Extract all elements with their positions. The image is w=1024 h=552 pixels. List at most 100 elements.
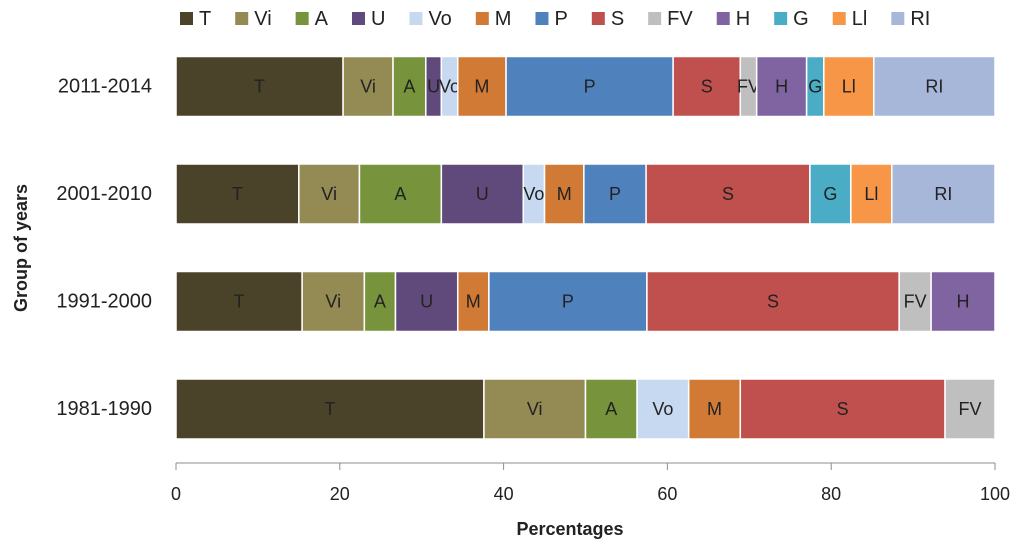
bar-label-1981-1990-fv: FV [959, 399, 982, 419]
legend-label-a: A [315, 8, 329, 30]
bar-label-2001-2010-u: U [476, 184, 489, 204]
bar-label-1981-1990-s: S [837, 399, 849, 419]
bar-label-2011-2014-t: T [254, 77, 265, 97]
bar-label-1991-2000-vi: Vi [325, 292, 341, 312]
category-label-2001-2010: 2001-2010 [56, 183, 152, 205]
bar-label-2001-2010-ll: Ll [864, 184, 878, 204]
x-tick-label-60: 60 [657, 484, 677, 504]
bar-label-1991-2000-m: M [466, 292, 481, 312]
legend-swatch-t [180, 12, 193, 25]
legend-label-g: G [793, 8, 809, 30]
legend-swatch-vo [409, 12, 423, 25]
bar-label-2001-2010-vo: Vo [523, 184, 544, 204]
bar-label-2001-2010-p: P [609, 184, 621, 204]
bar-label-2011-2014-h: H [775, 77, 788, 97]
bar-segment-2011-2014-p [505, 55, 674, 118]
bar-segment-1981-1990-s [739, 378, 946, 440]
bar-label-1981-1990-t: T [324, 399, 335, 419]
bar-segment-2001-2010-u [440, 163, 525, 225]
bar-label-1981-1990-vi: Vi [527, 399, 543, 419]
category-label-1991-2000: 1991-2000 [56, 291, 152, 313]
category-label-2011-2014: 2011-2014 [58, 76, 152, 98]
bar-label-1991-2000-p: P [562, 292, 574, 312]
legend-swatch-g [774, 12, 788, 25]
bar-label-2011-2014-ri: RI [925, 77, 943, 97]
bar-label-1981-1990-vo: Vo [652, 399, 673, 419]
x-axis: 0 20 40 60 80 100 [171, 462, 1010, 504]
bar-segment-2001-2010-p [583, 163, 647, 225]
bar-label-2011-2014-u: U [427, 77, 440, 97]
legend-label-fv: FV [667, 8, 693, 30]
category-label-1981-1990: 1981-1990 [56, 398, 152, 420]
bar-segment-2011-2014-ll [823, 55, 875, 118]
legend-label-p: P [554, 8, 567, 30]
bar-label-1991-2000-u: U [420, 292, 433, 312]
y-axis-title: Group of years [11, 184, 31, 312]
legend-label-s: S [611, 8, 624, 30]
bar-segment-1991-2000-a [363, 270, 397, 333]
bar-label-2001-2010-vi: Vi [321, 184, 337, 204]
bar-segment-1991-2000-m [456, 270, 490, 333]
bar-segment-2011-2014-m [456, 55, 507, 118]
category-labels: 1981-1990 1991-2000 2001-2010 2011-2014 [56, 76, 152, 421]
bar-segment-2011-2014-ri [873, 55, 996, 118]
bar-label-2011-2014-fv: FV [737, 77, 760, 97]
x-tick-label-80: 80 [821, 484, 841, 504]
x-tick-label-20: 20 [330, 484, 350, 504]
bar-label-2011-2014-p: P [584, 77, 596, 97]
bar-label-2011-2014-m: M [474, 77, 489, 97]
bar-segment-1981-1990-fv [944, 378, 996, 440]
bars: T Vi A Vo M S FVT Vi A U M P S FV HT Vi A U Vo M P S G Ll RIT Vi A… [175, 55, 996, 440]
bar-segment-1991-2000-s [646, 270, 900, 333]
legend-label-t: T [199, 8, 211, 30]
bar-label-2001-2010-g: G [823, 184, 837, 204]
bar-segment-2001-2010-m [543, 163, 585, 225]
bar-segment-2001-2010-g [809, 163, 852, 225]
bar-label-2001-2010-a: A [394, 184, 406, 204]
legend-swatch-ri [891, 12, 905, 25]
legend-label-vo: Vo [428, 8, 451, 30]
bar-label-1991-2000-h: H [957, 292, 970, 312]
bar-label-1991-2000-s: S [767, 292, 779, 312]
bar-label-2011-2014-vo: Vo [439, 77, 460, 97]
bar-label-2001-2010-ri: RI [934, 184, 952, 204]
legend-swatch-p [535, 12, 549, 25]
x-tick-label-40: 40 [494, 484, 514, 504]
bar-segment-2001-2010-ri [891, 163, 996, 225]
bar-segment-1981-1990-m [687, 378, 742, 440]
legend-label-ll: Ll [852, 8, 868, 30]
bar-segment-1991-2000-vi [301, 270, 366, 333]
bar-label-2001-2010-t: T [232, 184, 243, 204]
legend-swatch-fv [648, 12, 662, 25]
x-tick-label-100: 100 [980, 484, 1010, 504]
legend-swatch-a [295, 12, 309, 25]
bar-label-1981-1990-m: M [707, 399, 722, 419]
bar-label-1991-2000-fv: FV [904, 292, 927, 312]
bar-segment-1991-2000-t [175, 270, 303, 333]
legend-swatch-ll [832, 12, 846, 25]
bar-label-2011-2014-s: S [701, 77, 713, 97]
bar-segment-2001-2010-t [175, 163, 300, 225]
bar-segment-1981-1990-a [584, 378, 638, 440]
bar-segment-1981-1990-vi [483, 378, 587, 440]
bar-segment-2001-2010-vi [298, 163, 361, 225]
bar-segment-2001-2010-s [645, 163, 811, 225]
bar-segment-2011-2014-a [392, 55, 427, 118]
bar-label-1981-1990-a: A [605, 399, 617, 419]
legend-swatch-h [716, 12, 730, 25]
bar-label-2001-2010-m: M [557, 184, 572, 204]
bar-label-2011-2014-g: G [808, 77, 822, 97]
legend-label-vi: Vi [254, 8, 271, 30]
legend: T Vi A U Vo M P S FV H G Ll RI [180, 8, 930, 30]
bar-label-2011-2014-vi: Vi [360, 77, 376, 97]
bar-segment-2001-2010-ll [850, 163, 893, 225]
legend-swatch-s [591, 12, 605, 25]
x-axis-title: Percentages [516, 519, 623, 539]
legend-label-h: H [736, 8, 750, 30]
bar-label-2011-2014-a: A [403, 77, 415, 97]
legend-label-m: M [495, 8, 512, 30]
bar-label-2011-2014-ll: Ll [842, 77, 856, 97]
legend-label-ri: RI [910, 8, 930, 30]
legend-swatch-vi [235, 12, 249, 25]
